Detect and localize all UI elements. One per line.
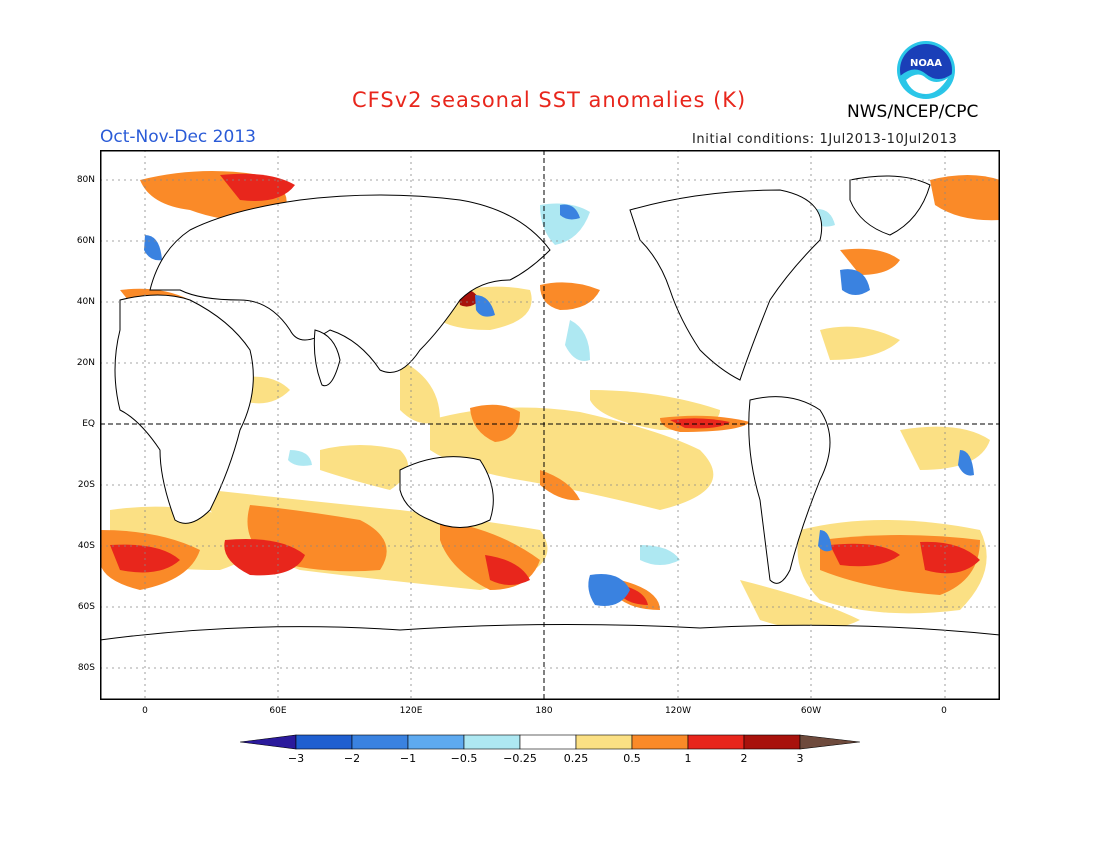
lon-label: 0: [142, 706, 148, 716]
colorbar-label: −3: [287, 752, 305, 765]
anomaly-strong-positive: [110, 173, 980, 605]
colorbar-swatch: [743, 734, 801, 750]
lat-label: 80S: [77, 663, 95, 673]
lon-label: 180: [535, 706, 553, 716]
lon-label: 120W: [664, 706, 692, 716]
colorbar-swatch: [351, 734, 409, 750]
lat-label: 40S: [77, 541, 95, 551]
colorbar-swatch: [687, 734, 745, 750]
colorbar-swatch: [295, 734, 353, 750]
colorbar-swatch: [463, 734, 521, 750]
initial-conditions-label: Initial conditions: 1Jul2013-10Jul2013: [692, 132, 958, 147]
colorbar-label: 1: [684, 752, 692, 765]
colorbar-swatch: [631, 734, 689, 750]
continents: [99, 175, 1001, 701]
equator-dateline: [100, 150, 1000, 700]
colorbar-label: −2: [343, 752, 361, 765]
colorbar-label: −0.25: [503, 752, 537, 765]
lon-label: 60E: [269, 706, 287, 716]
graticule: [100, 150, 1000, 700]
colorbar-label: −1: [399, 752, 417, 765]
lat-label: EQ: [82, 419, 95, 429]
agency-label: NWS/NCEP/CPC: [847, 102, 979, 122]
lon-label: 60W: [800, 706, 822, 716]
lat-label: 60N: [76, 236, 95, 246]
lat-label: 80N: [76, 175, 95, 185]
colorbar: [239, 734, 861, 774]
lat-label: 20S: [77, 480, 95, 490]
lon-label: 120E: [399, 706, 423, 716]
colorbar-swatch: [407, 734, 465, 750]
lon-label: 0: [941, 706, 947, 716]
colorbar-label: 3: [796, 752, 804, 765]
lat-label: 60S: [77, 602, 95, 612]
sst-anomaly-map: [99, 150, 1001, 701]
lat-label: 40N: [76, 297, 95, 307]
colorbar-label: 2: [740, 752, 748, 765]
noaa-logo: NOAA: [896, 40, 956, 100]
colorbar-label: 0.25: [563, 752, 589, 765]
chart-title: CFSv2 seasonal SST anomalies (K): [352, 88, 747, 112]
colorbar-arrow-high: [799, 734, 861, 750]
colorbar-swatch: [575, 734, 633, 750]
colorbar-arrow-low: [239, 734, 297, 750]
lat-label: 20N: [76, 358, 95, 368]
noaa-logo-text: NOAA: [910, 58, 942, 69]
map-frame: [100, 150, 1000, 700]
season-label: Oct-Nov-Dec 2013: [100, 127, 256, 147]
colorbar-label: −0.5: [450, 752, 478, 765]
colorbar-label: 0.5: [623, 752, 641, 765]
colorbar-swatch: [519, 734, 577, 750]
